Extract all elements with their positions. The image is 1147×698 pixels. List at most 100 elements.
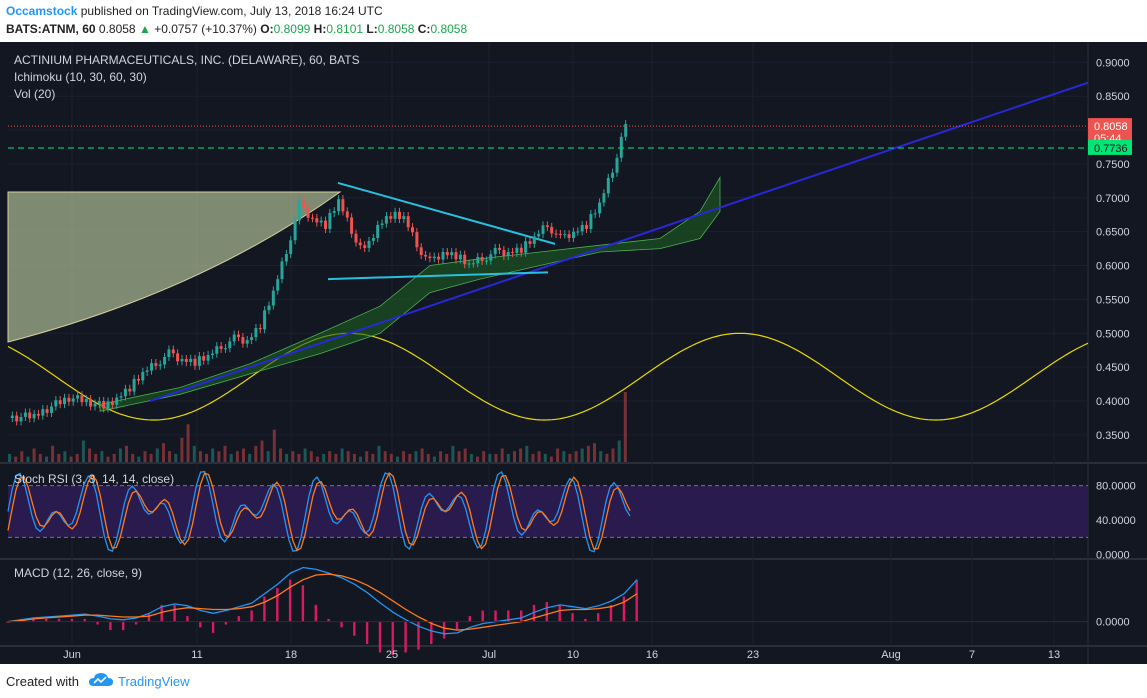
volume-bar <box>75 453 79 462</box>
volume-bar <box>408 453 412 462</box>
volume-bar <box>365 451 369 462</box>
volume-bar <box>352 453 356 462</box>
macd-histogram-bar <box>263 596 266 622</box>
volume-bar <box>112 453 116 462</box>
volume-bar <box>131 453 135 462</box>
candle-body <box>202 356 206 361</box>
candle-body <box>132 378 136 392</box>
candle-body <box>54 400 58 407</box>
volume-bar <box>26 456 30 462</box>
candle-body <box>271 290 275 306</box>
macd-histogram-bar <box>160 604 163 622</box>
price-change: +0.0757 (+10.37%) <box>154 22 257 36</box>
symbol-label: BATS:ATNM, 60 <box>6 22 96 36</box>
volume-bar <box>242 448 245 462</box>
candle-body <box>28 412 32 419</box>
candle-body <box>19 417 23 422</box>
volume-bar <box>334 453 338 462</box>
volume-bar <box>8 453 11 462</box>
high-label: H: <box>313 22 327 36</box>
volume-bar <box>543 453 547 462</box>
macd-histogram-bar <box>365 621 369 645</box>
volume-bar <box>580 448 584 462</box>
candle-body <box>180 359 184 362</box>
candle-body <box>393 211 397 219</box>
tradingview-link[interactable]: TradingView <box>118 674 190 689</box>
volume-bar <box>556 448 560 462</box>
candle-body <box>350 217 354 234</box>
candle-body <box>515 247 519 253</box>
volume-bar <box>513 451 516 462</box>
volume-bar <box>549 456 553 462</box>
candle-body <box>367 240 371 248</box>
price-label-text: 0.8058 <box>1094 121 1128 133</box>
candle-body <box>419 247 423 255</box>
candle-body <box>580 225 584 232</box>
candle-body <box>563 234 567 236</box>
volume-bar <box>315 456 319 462</box>
macd-histogram-bar <box>468 616 471 622</box>
candle-body <box>263 310 267 330</box>
candle-body <box>250 337 254 340</box>
volume-bar <box>568 453 572 462</box>
candle-body <box>163 357 167 365</box>
price-tick-label: 0.7000 <box>1096 193 1130 205</box>
candle-body <box>167 349 171 357</box>
candle-body <box>41 409 45 416</box>
candle-body <box>376 224 380 238</box>
macd-histogram-bar <box>276 588 279 622</box>
volume-bar <box>396 456 399 462</box>
macd-histogram-bar <box>635 579 638 622</box>
volume-bar <box>186 424 190 462</box>
candle-body <box>389 216 393 219</box>
footer: Created with TradingView <box>0 664 1147 698</box>
candle-body <box>80 395 84 403</box>
volume-bar <box>149 453 153 462</box>
volume-bar <box>340 448 344 462</box>
time-tick-label: 11 <box>191 649 202 661</box>
candle-body <box>371 238 375 241</box>
author-link[interactable]: Occamstock <box>6 4 78 18</box>
stoch-tick-label: 80.0000 <box>1096 481 1136 493</box>
volume-bar <box>285 453 289 462</box>
volume-bar <box>586 445 590 462</box>
macd-histogram-bar <box>571 613 574 622</box>
candle-body <box>611 172 615 178</box>
chart-header: Occamstock published on TradingView.com,… <box>0 0 1147 42</box>
candle-body <box>532 236 536 244</box>
arc-shaded-region <box>7 191 342 343</box>
candle-body <box>76 395 80 399</box>
candle-body <box>154 363 158 366</box>
volume-bar <box>211 448 215 462</box>
time-tick-label: 7 <box>969 649 975 661</box>
low-value: 0.8058 <box>377 22 415 36</box>
stoch-title: Stoch RSI (3, 3, 14, 14, close) <box>14 472 174 486</box>
candle-body <box>219 346 223 349</box>
candle-body <box>441 252 445 260</box>
macd-histogram-bar <box>109 621 112 631</box>
volume-bar <box>57 453 61 462</box>
volume-bar <box>414 451 418 462</box>
volume-bar <box>432 456 436 462</box>
volume-bar <box>383 451 387 462</box>
volume-bar <box>389 453 393 462</box>
candle-body <box>115 397 119 405</box>
candle-body <box>485 260 488 262</box>
macd-histogram-bar <box>597 613 600 622</box>
candle-body <box>141 371 145 381</box>
volume-bar <box>118 448 122 462</box>
volume-bar <box>143 451 147 462</box>
price-label-box <box>1088 139 1132 155</box>
ichimoku-cloud <box>99 176 721 412</box>
time-tick-label: 18 <box>285 649 297 661</box>
volume-bar <box>88 448 92 462</box>
candle-body <box>519 247 523 253</box>
candle-body <box>345 211 349 218</box>
chart-svg[interactable]: 0.90000.85000.80000.75000.70000.65000.60… <box>0 42 1147 664</box>
volume-bar <box>63 451 67 462</box>
macd-histogram-bar <box>391 621 394 656</box>
tradingview-cloud-icon[interactable] <box>88 672 114 693</box>
volume-bar <box>328 451 332 462</box>
macd-histogram-bar <box>70 618 74 622</box>
chart-area[interactable]: 0.90000.85000.80000.75000.70000.65000.60… <box>0 42 1147 664</box>
